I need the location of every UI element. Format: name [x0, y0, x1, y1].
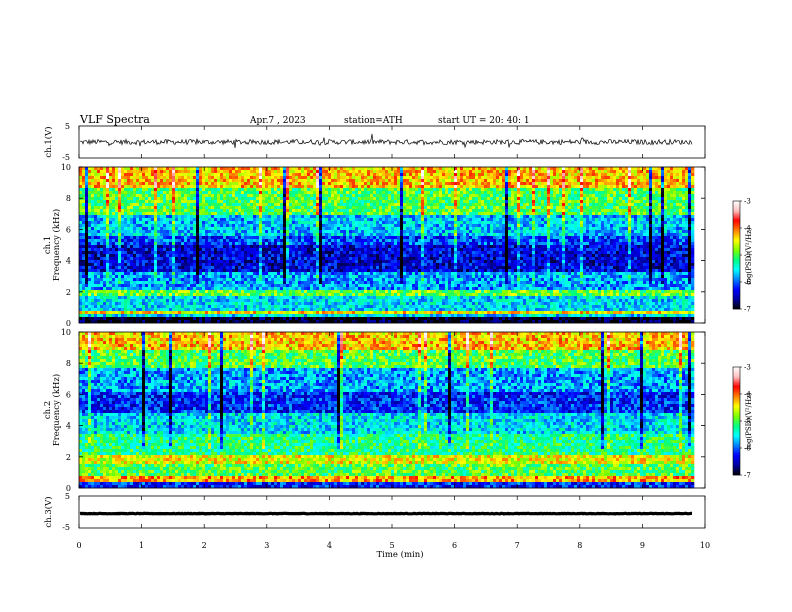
time-tick-label: 10: [700, 541, 710, 550]
ch1-waveform-ylabel: ch.1(V): [43, 126, 54, 157]
spec1-ytick-label: 0: [66, 319, 71, 328]
spec2-ytick-label: 4: [66, 422, 71, 431]
station-label: station=ATH: [344, 116, 403, 126]
time-tick-label: 1: [139, 541, 144, 550]
cbar2-tick-label: -7: [744, 472, 751, 480]
time-tick-label: 5: [389, 541, 394, 550]
time-tick-label: 0: [76, 541, 81, 550]
spec2-ytick-label: 8: [66, 359, 71, 368]
time-tick-label: 7: [515, 541, 520, 550]
time-tick-label: 3: [264, 541, 269, 550]
ch2-spectrogram-ylabel-frequency: Frequency (kHz): [51, 374, 62, 446]
spec1-ytick-label: 8: [66, 194, 71, 203]
spec1-ytick-label: 2: [66, 288, 71, 297]
cbar2-tick-label: -4: [744, 391, 751, 399]
cbar1-tick-label: -4: [744, 225, 751, 233]
date-label: Apr.7 , 2023: [249, 116, 306, 126]
ch1-colorbar-label: log(PSD)(V²/Hz): [745, 227, 753, 284]
cbar1-tick-label: -5: [744, 252, 751, 260]
spec2-ytick-label: 2: [66, 453, 71, 462]
cbar2-tick-label: -3: [744, 364, 751, 372]
spec1-ytick-label: 10: [61, 163, 71, 172]
start-ut-label: start UT = 20: 40: 1: [438, 116, 530, 126]
time-tick-label: 9: [640, 541, 645, 550]
cbar1-tick-label: -7: [744, 306, 751, 314]
ch1-spectrogram-ylabel-channel: ch.1: [43, 236, 53, 254]
time-tick-label: 2: [202, 541, 207, 550]
spec2-ytick-label: 0: [66, 484, 71, 493]
ch1-ytick-top: 5: [65, 122, 70, 131]
ch3-waveform-trace: [79, 511, 692, 516]
ch3-ytick-top: 5: [65, 492, 70, 501]
ch2-colorbar-label: log(PSD)(V²/Hz): [745, 392, 753, 449]
spec2-ytick-label: 6: [66, 390, 71, 399]
spec1-ytick-label: 4: [66, 257, 71, 266]
ch1-spectrogram-ylabel-frequency: Frequency (kHz): [51, 209, 62, 281]
ch1-colorbar: -3 -4 -5 -6 -7: [732, 198, 751, 314]
time-tick-label: 4: [327, 541, 332, 550]
ch3-waveform-panel: 5 -5 ch.3(V) 0 1 2 3 4 5 6 7 8 9 10 Time (min): [43, 126, 710, 560]
ch1-waveform-panel: 5 -5 ch.1(V): [43, 122, 706, 162]
time-tick-label: 6: [452, 541, 457, 550]
cbar1-tick-label: -3: [744, 198, 751, 206]
ch3-waveform-ylabel: ch.3(V): [43, 496, 54, 527]
ch2-spectrogram-ylabel-channel: ch.2: [43, 401, 53, 419]
ch1-ytick-bottom: -5: [62, 153, 70, 162]
ch1-waveform-trace: [79, 133, 693, 149]
ch3-ytick-bottom: -5: [62, 523, 70, 532]
cbar2-tick-label: -6: [744, 445, 751, 453]
time-axis-label: Time (min): [376, 549, 423, 560]
time-tick-label: 8: [577, 541, 582, 550]
ch2-spectrogram-image: [79, 332, 695, 489]
spec1-ytick-label: 6: [66, 225, 71, 234]
ch2-colorbar: -3 -4 -5 -6 -7: [732, 364, 751, 480]
ch1-spectrogram-image: [79, 167, 695, 324]
spec2-ytick-label: 10: [61, 328, 71, 337]
cbar1-tick-label: -6: [744, 279, 751, 287]
cbar2-tick-label: -5: [744, 418, 751, 426]
figure-title: VLF Spectra: [79, 113, 150, 126]
